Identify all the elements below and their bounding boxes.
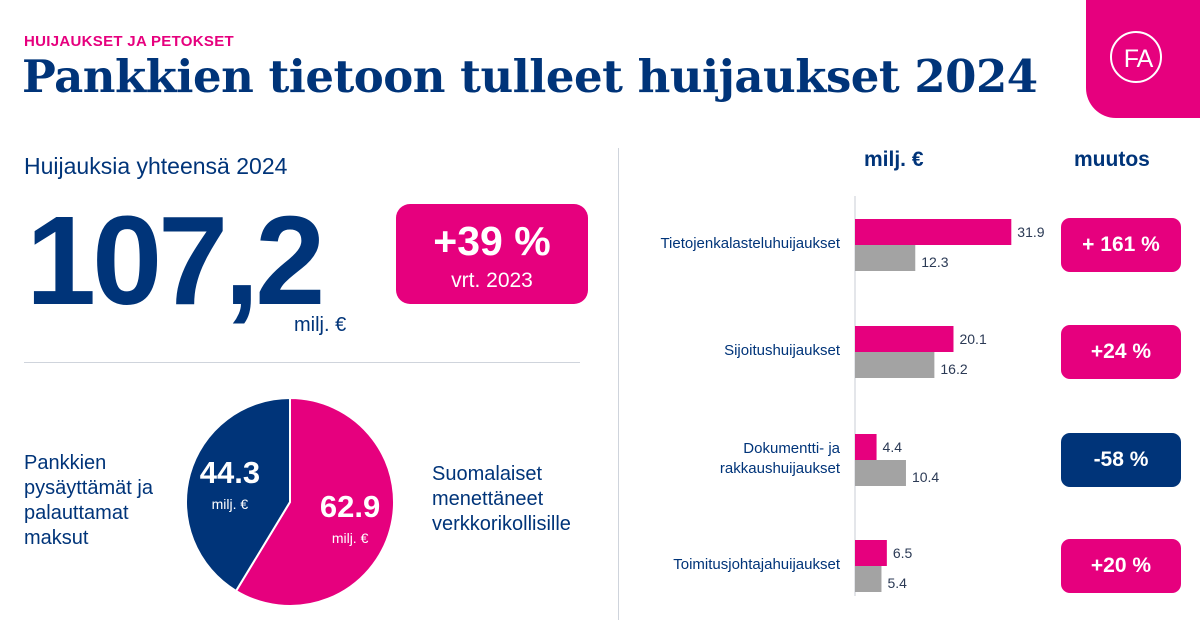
bar-value-label-1-1: 16.2: [940, 361, 967, 377]
pie-left-label: Pankkien pysäyttämät ja palauttamat maksut: [24, 452, 153, 549]
bar-0-1: [855, 245, 916, 271]
bar-2-0: [855, 434, 877, 460]
bar-value-label-3-0: 6.5: [893, 545, 913, 561]
kicker: HUIJAUKSET JA PETOKSET: [24, 33, 234, 50]
category-label-1: Sijoitushuijaukset: [724, 342, 840, 359]
pie-slice-0: [234, 396, 395, 607]
vertical-divider: [618, 148, 619, 620]
bar-0-0: [855, 219, 1012, 245]
pie-unit-label-0: milj. €: [332, 530, 369, 546]
category-label-3: Toimitusjohtajahuijaukset: [673, 556, 840, 573]
change-pill-1: +24 %: [1061, 325, 1181, 379]
change-pill-2: -58 %: [1061, 433, 1181, 487]
bar-2-1: [855, 460, 906, 486]
bar-value-label-2-0: 4.4: [883, 439, 903, 455]
total-label: Huijauksia yhteensä 2024: [24, 153, 288, 179]
bar-1-0: [855, 326, 954, 352]
total-change-note: vrt. 2023: [451, 269, 533, 292]
bar-1-1: [855, 352, 935, 378]
bar-3-1: [855, 566, 882, 592]
pie-slice-1: [185, 396, 291, 593]
bar-value-label-0-0: 31.9: [1017, 224, 1044, 240]
change-pill-0: + 161 %: [1061, 218, 1181, 272]
total-change-value: +39 %: [433, 218, 551, 264]
total-change-badge: +39 % vrt. 2023: [396, 204, 588, 304]
pie-chart: 62.9 milj. € 44.3 milj. €: [185, 396, 395, 607]
category-label-2: Dokumentti- ja rakkaushuijaukset: [719, 440, 840, 477]
pie-right-label: Suomalaiset menettäneet verkkorikollisille: [432, 463, 571, 535]
change-column-header: muutos: [1074, 148, 1150, 171]
pie-value-label-1: 44.3: [200, 455, 260, 490]
pie-value-label-0: 62.9: [320, 489, 380, 524]
total-value: 107,2: [26, 190, 325, 331]
change-pill-3: +20 %: [1061, 539, 1181, 593]
total-unit: milj. €: [294, 314, 347, 336]
horizontal-divider: [24, 362, 580, 363]
logo-badge[interactable]: FA: [1086, 0, 1200, 118]
fa-logo-icon: FA: [1110, 31, 1162, 83]
pie-unit-label-1: milj. €: [212, 496, 249, 512]
bar-3-0: [855, 540, 887, 566]
bar-value-label-0-1: 12.3: [921, 254, 948, 270]
bar-value-label-1-0: 20.1: [959, 331, 986, 347]
page-title: Pankkien tietoon tulleet huijaukset 2024: [22, 50, 1038, 103]
logo-text: FA: [1123, 45, 1154, 73]
bar-value-label-2-1: 10.4: [912, 469, 939, 485]
value-column-header: milj. €: [864, 148, 924, 171]
category-label-0: Tietojenkalasteluhuijaukset: [660, 235, 840, 252]
bar-value-label-3-1: 5.4: [887, 575, 907, 591]
